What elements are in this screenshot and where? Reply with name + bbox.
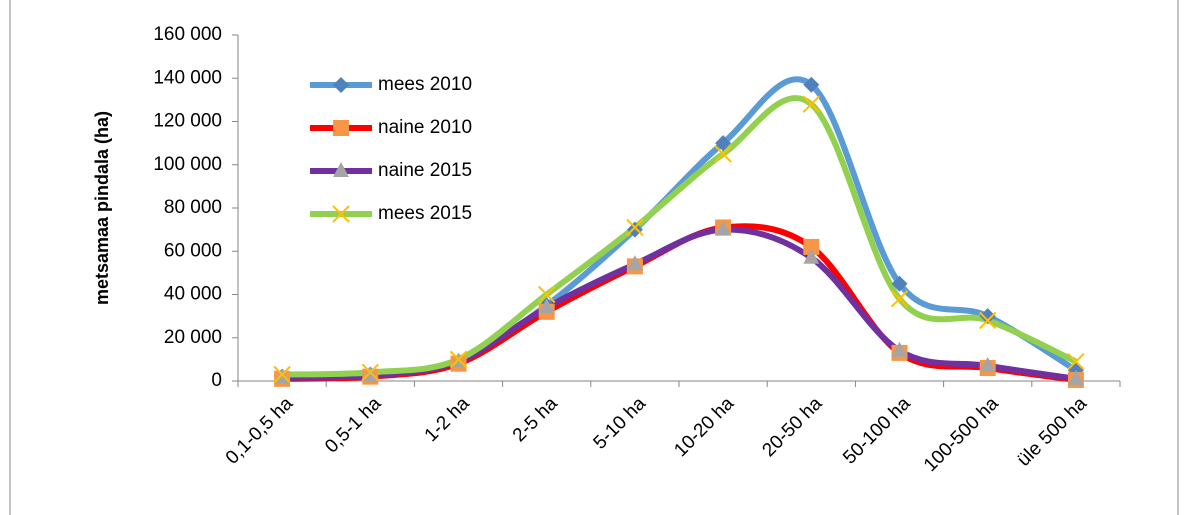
marker [1067, 352, 1085, 371]
y-tick-label: 40 000 [164, 284, 222, 305]
marker [626, 255, 643, 271]
marker [333, 77, 349, 93]
marker [978, 311, 997, 330]
marker [333, 162, 349, 177]
y-tick-label: 80 000 [164, 197, 222, 218]
marker [890, 290, 909, 308]
y-tick-label: 140 000 [153, 67, 222, 88]
marker [803, 248, 820, 264]
marker [802, 95, 821, 113]
y-tick-label: 160 000 [153, 24, 222, 45]
marker [891, 341, 908, 357]
y-tick-label: 100 000 [153, 154, 222, 175]
legend-label: mees 2015 [378, 203, 472, 224]
marker [361, 363, 380, 382]
y-tick-label: 60 000 [164, 240, 222, 261]
marker [803, 238, 820, 255]
y-tick-label: 120 000 [153, 111, 222, 132]
series-line [282, 95, 1078, 378]
marker [714, 145, 732, 163]
marker [538, 298, 555, 314]
marker [332, 205, 350, 223]
legend-label: mees 2010 [378, 74, 472, 95]
legend-label: naine 2015 [378, 160, 472, 181]
marker [333, 120, 349, 136]
marker [274, 368, 291, 384]
marker [449, 350, 468, 369]
y-tick-label: 20 000 [164, 327, 222, 348]
marker [979, 356, 996, 372]
marker [715, 135, 732, 152]
marker [537, 285, 556, 304]
y-axis-title: metsamaa pindala (ha) [92, 111, 112, 305]
marker [715, 220, 732, 236]
marker [1067, 369, 1084, 385]
marker [803, 76, 820, 93]
marker [979, 308, 996, 325]
y-tick-label: 0 [211, 370, 222, 391]
legend-label: naine 2010 [378, 117, 472, 138]
marker [626, 221, 643, 238]
marker [626, 218, 644, 237]
marker [273, 365, 291, 384]
marker [362, 366, 379, 382]
marker [891, 275, 908, 292]
